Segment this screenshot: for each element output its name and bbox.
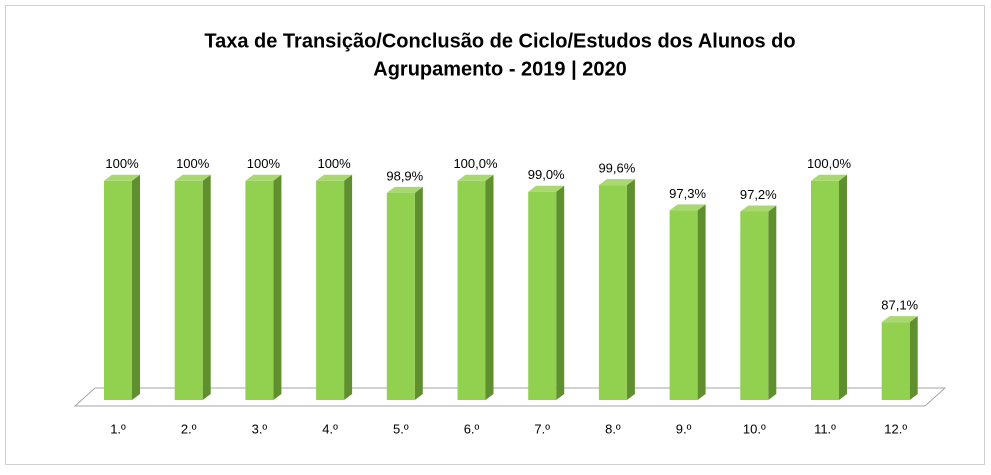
x-tick-label: 4.º	[322, 421, 338, 436]
bar-top	[528, 185, 565, 192]
data-label: 99,0%	[528, 167, 565, 182]
x-tick-label: 6.º	[464, 421, 480, 436]
bar-top	[174, 174, 211, 181]
chart-title: Taxa de Transição/Conclusão de Ciclo/Est…	[204, 30, 795, 52]
x-tick-label: 5.º	[393, 421, 409, 436]
bar	[245, 180, 274, 400]
bar-side	[273, 174, 282, 400]
bar-top	[669, 204, 706, 211]
bar-top	[245, 174, 282, 181]
bar-top	[598, 179, 635, 186]
bar	[528, 191, 557, 400]
bar	[740, 211, 769, 400]
bar	[386, 192, 415, 400]
bar-side	[414, 186, 423, 400]
data-label: 100%	[176, 156, 210, 171]
bar	[881, 322, 910, 400]
bar-side	[485, 174, 494, 400]
x-tick-label: 2.º	[181, 421, 197, 436]
x-tick-label: 12.º	[884, 421, 907, 436]
bar-side	[768, 205, 777, 400]
bar	[598, 185, 627, 400]
bar-side	[202, 174, 211, 400]
data-label: 99,6%	[598, 161, 635, 176]
x-tick-label: 8.º	[605, 421, 621, 436]
bar	[811, 180, 839, 400]
bar-side	[909, 316, 918, 400]
data-label: 97,2%	[740, 187, 777, 202]
bar	[104, 180, 132, 400]
bar-top	[104, 174, 140, 181]
floor	[73, 387, 947, 407]
bar-side	[626, 179, 635, 400]
bar-top	[386, 186, 423, 193]
data-label: 100,0%	[453, 156, 498, 171]
bar-side	[839, 174, 847, 400]
bar	[316, 180, 345, 400]
x-tick-label: 9.º	[676, 421, 692, 436]
bar-top	[457, 174, 494, 181]
data-label: 100%	[247, 156, 281, 171]
data-label: 100%	[105, 156, 139, 171]
bar	[457, 180, 486, 400]
bar-side	[132, 174, 140, 400]
chart-title: Agrupamento - 2019 | 2020	[373, 58, 626, 80]
bar-top	[811, 174, 847, 181]
bar-side	[697, 204, 706, 400]
data-label: 98,9%	[386, 168, 423, 183]
bar-side	[556, 185, 565, 400]
bar-top	[881, 316, 918, 323]
data-label: 97,3%	[669, 186, 706, 201]
x-tick-label: 10.º	[743, 421, 766, 436]
x-tick-label: 3.º	[252, 421, 268, 436]
bar-side	[344, 174, 353, 400]
bar-top	[740, 205, 777, 212]
x-tick-label: 7.º	[534, 421, 550, 436]
data-label: 87,1%	[881, 298, 918, 313]
bar	[669, 210, 698, 400]
x-tick-label: 1.º	[110, 421, 126, 436]
bar-top	[316, 174, 353, 181]
data-label: 100%	[317, 156, 351, 171]
data-label: 100,0%	[807, 156, 852, 171]
x-tick-label: 11.º	[814, 421, 836, 436]
bar	[174, 180, 203, 400]
